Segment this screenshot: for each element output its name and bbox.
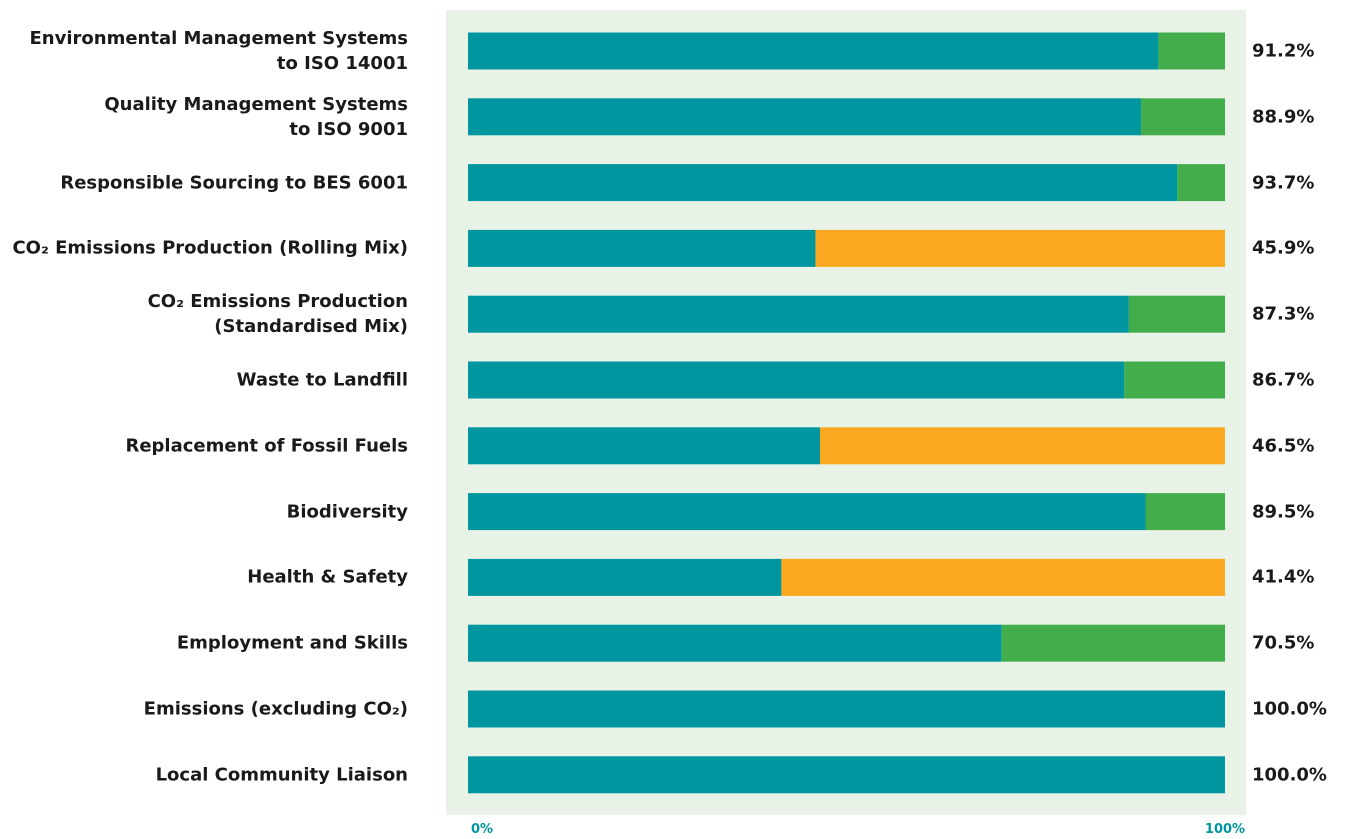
bar-segment [815,229,1225,267]
value-label: 100.0% [1252,698,1327,720]
bar-segment [1128,295,1225,333]
value-label: 86.7% [1252,369,1315,391]
bar-segment [468,32,1159,70]
value-label: 46.5% [1252,435,1315,457]
value-label: 41.4% [1252,566,1315,588]
bar-segment [468,690,1225,728]
value-label: 45.9% [1252,237,1315,259]
bar-segment [468,624,1002,662]
bar-segment [1145,493,1225,531]
category-label: Quality Management Systems to ISO 9001 [104,93,408,140]
category-label: CO₂ Emissions Production (Standardised M… [147,291,408,338]
bar-segment [781,558,1225,596]
category-label: Emissions (excluding CO₂) [143,698,408,720]
category-label: Responsible Sourcing to BES 6001 [60,172,408,194]
bar-segment [1140,98,1225,136]
value-label: 87.3% [1252,303,1315,325]
category-label: CO₂ Emissions Production (Rolling Mix) [12,237,408,259]
bar-segment [468,558,782,596]
category-label: Health & Safety [247,566,408,588]
bar-segment [1158,32,1225,70]
bar-segment [1124,361,1225,399]
value-label: 100.0% [1252,764,1327,786]
x-tick-label: 100% [1204,822,1246,837]
bar-segment [1001,624,1225,662]
value-label: 88.9% [1252,106,1315,128]
category-label: Waste to Landfill [236,369,408,391]
bar-segment [820,427,1225,465]
category-label: Local Community Liaison [155,764,408,786]
value-label: 93.7% [1252,172,1315,194]
value-label: 91.2% [1252,40,1315,62]
bar-segment [468,756,1225,794]
x-tick-label: 0% [470,822,494,837]
category-label: Employment and Skills [176,632,408,654]
bar-segment [468,493,1146,531]
bar-segment [1177,164,1225,202]
category-label: Replacement of Fossil Fuels [125,435,408,457]
bar-segment [468,98,1141,136]
category-label: Environmental Management Systems to ISO … [29,28,409,74]
bar-segment [468,361,1125,399]
value-label: 70.5% [1252,632,1315,654]
category-label: Biodiversity [286,501,408,523]
bar-segment [468,295,1129,333]
plot-background [446,10,1246,815]
bar-segment [468,164,1178,202]
value-label: 89.5% [1252,501,1315,523]
bar-segment [468,427,821,465]
bar-segment [468,229,816,267]
